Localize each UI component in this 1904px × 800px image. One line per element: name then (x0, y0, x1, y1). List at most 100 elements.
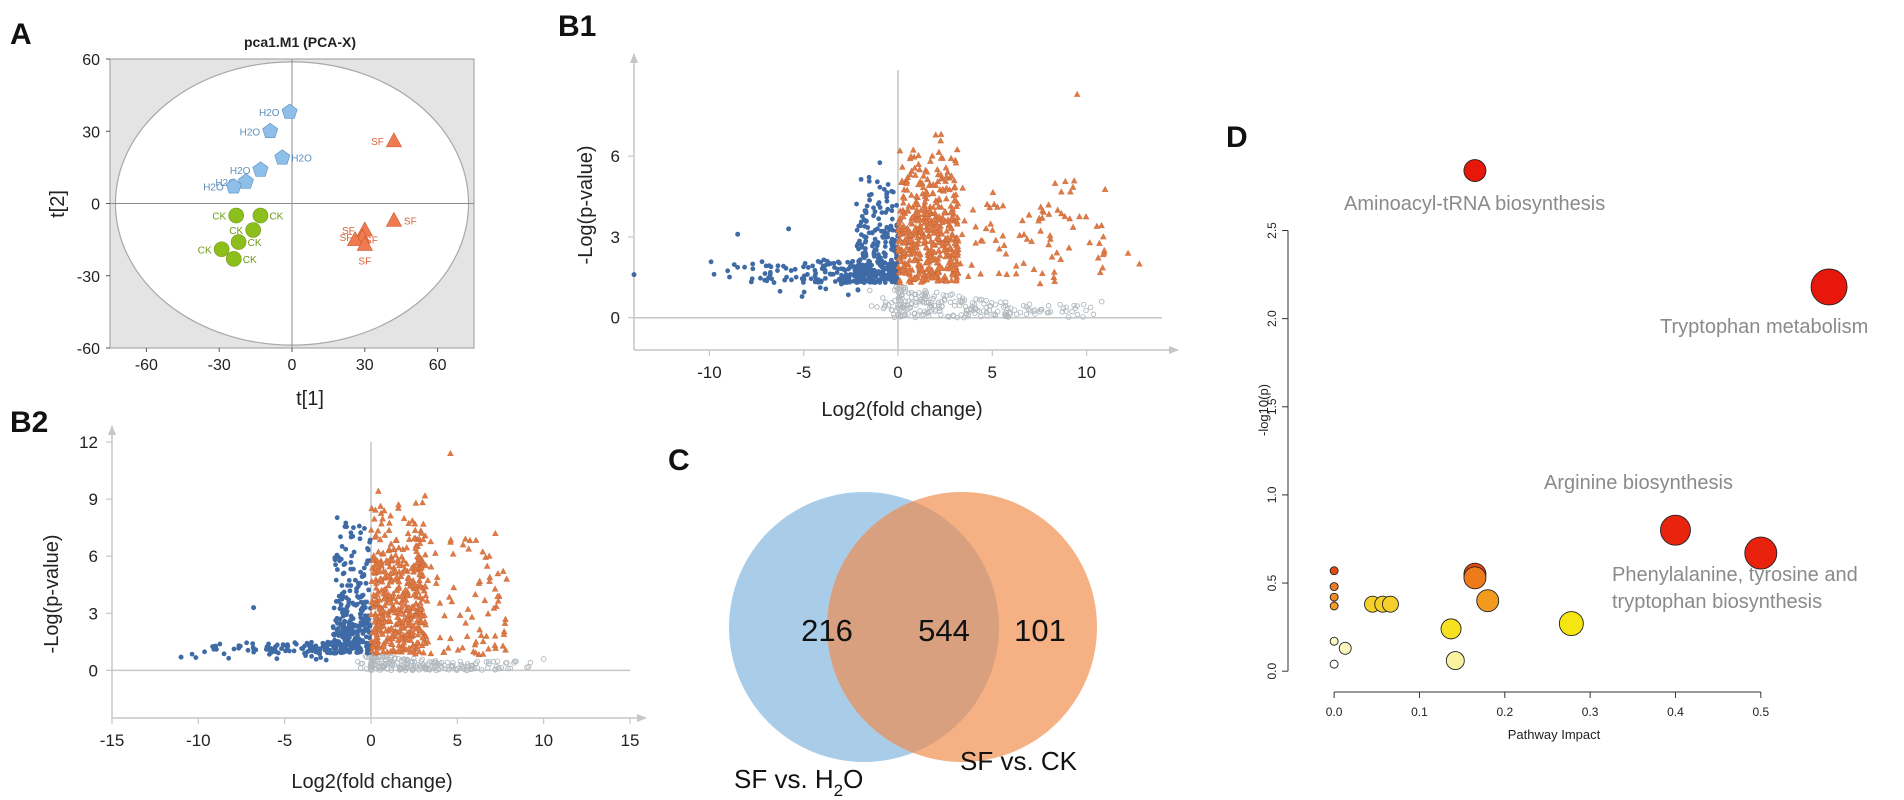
volcano-point-up (942, 264, 950, 272)
volcano-point-ns (911, 310, 918, 317)
volcano-point-down (890, 274, 895, 279)
volcano-point-down (343, 546, 349, 552)
volcano-point-ns (1020, 303, 1027, 309)
volcano-point-ns (1007, 311, 1014, 317)
volcano-point-up (419, 535, 427, 542)
volcano-point-ns (1027, 308, 1034, 314)
pca-point-label: CK (198, 245, 212, 256)
volcano-point-up (368, 577, 376, 584)
volcano-point-down (762, 271, 768, 276)
volcano-point-up (949, 265, 957, 272)
volcano-point-down (348, 534, 354, 540)
volcano-point-up (427, 538, 435, 545)
volcano-point-up (412, 650, 419, 657)
volcano-point-up (926, 263, 933, 270)
volcano-b2-chart: Log2(fold change) -Log(p-value) -15 -10 -5… (41, 425, 647, 793)
volcano-point-up (934, 277, 942, 284)
volcano-point-ns (962, 303, 969, 310)
volcano-x-tick-label: 5 (453, 731, 462, 750)
volcano-point-up (1039, 269, 1046, 276)
volcano-point-up (502, 646, 509, 653)
volcano-point-up (957, 260, 964, 267)
volcano-point-down (856, 270, 862, 276)
volcano-point-up (476, 626, 483, 633)
pathway-bubble (1445, 651, 1465, 671)
volcano-point-down (364, 561, 369, 567)
volcano-point-down (308, 643, 314, 649)
volcano-point-up (1101, 246, 1108, 254)
venn-label-sf-vs-ck: SF vs. CK (960, 746, 1078, 776)
volcano-point-ns (540, 656, 547, 662)
volcano-point-up (432, 579, 440, 586)
volcano-y-tick-label: 0 (89, 661, 98, 680)
volcano-point-up (1028, 237, 1035, 244)
volcano-point-up (935, 203, 942, 210)
volcano-point-down (884, 191, 890, 197)
volcano-point-up (389, 646, 397, 653)
volcano-point-ns (449, 662, 456, 669)
volcano-point-down (801, 273, 807, 279)
volcano-point-up (913, 192, 920, 199)
volcano-point-down (358, 599, 364, 605)
volcano-point-up (913, 244, 920, 251)
volcano-point-up (463, 632, 471, 639)
volcano-point-ns (908, 294, 915, 301)
volcano-point-up (1047, 235, 1054, 242)
volcano-point-down (858, 176, 864, 182)
volcano-point-down (871, 213, 877, 219)
volcano-point-down (217, 641, 223, 647)
volcano-point-down (854, 201, 859, 207)
volcano-point-up (944, 234, 952, 241)
volcano-point-down (266, 641, 271, 647)
volcano-point-up (953, 277, 960, 284)
volcano-point-up (378, 520, 385, 527)
volcano-point-down (750, 261, 756, 267)
pathway-x-tick-label: 0.1 (1411, 705, 1428, 719)
volcano-point-ns (505, 665, 511, 672)
volcano-point-ns (978, 313, 984, 320)
volcano-point-ns (357, 665, 364, 671)
pca-point-label: CK (212, 212, 226, 223)
volcano-point-up (916, 166, 923, 173)
pca-point-label: H2O (203, 183, 224, 194)
volcano-point-down (758, 275, 763, 281)
volcano-point-up (1076, 213, 1083, 220)
volcano-point-up (410, 623, 418, 630)
volcano-point-up (385, 526, 393, 533)
volcano-point-ns (1030, 308, 1037, 315)
volcano-point-down (810, 263, 816, 269)
volcano-point-ns (891, 314, 898, 321)
pca-point-label: CK (243, 255, 257, 266)
b1-xlabel: Log2(fold change) (821, 399, 982, 421)
volcano-point-down (874, 179, 880, 185)
volcano-point-up (417, 568, 425, 575)
volcano-point-up (914, 261, 922, 268)
volcano-point-up (910, 146, 917, 153)
volcano-point-down (250, 641, 256, 647)
volcano-point-up (949, 214, 956, 221)
volcano-point-down (788, 268, 794, 273)
volcano-point-down (812, 267, 818, 273)
volcano-point-ns (927, 304, 933, 311)
volcano-point-up (1012, 270, 1020, 277)
volcano-x-tick-label: 0 (893, 363, 902, 382)
volcano-point-ns (925, 310, 931, 316)
volcano-point-up (948, 225, 955, 232)
volcano-point-up (1053, 249, 1061, 256)
volcano-point-up (901, 194, 908, 201)
volcano-point-ns (418, 658, 425, 664)
pca-point-sf (356, 235, 373, 251)
volcano-point-up (472, 638, 480, 645)
volcano-point-ns (994, 308, 1001, 315)
volcano-point-up (372, 506, 379, 513)
volcano-point-ns (947, 299, 954, 305)
volcano-point-up (459, 541, 467, 548)
volcano-point-up (909, 213, 917, 220)
volcano-point-up (929, 240, 937, 247)
volcano-point-up (410, 642, 417, 649)
volcano-point-down (334, 567, 340, 572)
volcano-point-ns (511, 660, 517, 666)
panel-label-b1: B1 (558, 10, 596, 43)
volcano-point-down (782, 277, 788, 283)
volcano-point-down (342, 637, 348, 643)
